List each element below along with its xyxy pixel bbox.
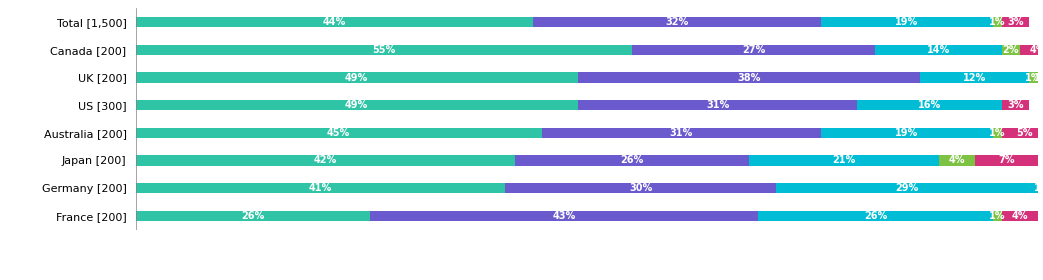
Bar [136,211,370,221]
Bar [136,45,632,55]
Text: 44%: 44% [322,17,345,27]
Text: 1%: 1% [1034,183,1043,193]
Text: 27%: 27% [742,45,766,55]
Text: 26%: 26% [864,211,887,221]
Text: 29%: 29% [895,183,919,193]
Bar [1028,72,1038,83]
Text: 32%: 32% [665,17,688,27]
Bar [136,100,578,110]
Bar [821,17,993,27]
Text: 1%: 1% [989,17,1005,27]
Text: 1%: 1% [1025,73,1042,83]
Text: 30%: 30% [629,183,653,193]
Text: 1%: 1% [1034,73,1043,83]
Bar [758,211,993,221]
Text: 45%: 45% [326,128,350,138]
Bar [541,128,821,138]
Text: 4%: 4% [1012,211,1028,221]
Text: 49%: 49% [345,73,368,83]
Text: 4%: 4% [948,155,965,165]
Text: 4%: 4% [1029,45,1043,55]
Text: 1%: 1% [989,211,1005,221]
Bar [136,72,578,83]
Text: 43%: 43% [553,211,576,221]
Bar [1038,72,1043,83]
Bar [993,211,1001,221]
Bar [1001,17,1028,27]
Text: 55%: 55% [372,45,395,55]
Text: 5%: 5% [1016,128,1033,138]
Text: 3%: 3% [1006,17,1023,27]
Bar [974,155,1038,166]
Bar [1020,45,1043,55]
Bar [1001,100,1028,110]
Text: 21%: 21% [832,155,855,165]
Text: 41%: 41% [309,183,332,193]
Text: 19%: 19% [895,17,919,27]
Text: 2%: 2% [1002,45,1019,55]
Text: 38%: 38% [737,73,760,83]
Bar [136,183,506,193]
Bar [578,72,921,83]
Text: 26%: 26% [241,211,265,221]
Bar [875,45,1001,55]
Text: 31%: 31% [706,100,729,110]
Bar [857,100,1001,110]
Text: 42%: 42% [314,155,337,165]
Bar [921,72,1028,83]
Bar [993,17,1001,27]
Bar [1001,128,1043,138]
Bar [136,17,533,27]
Text: 49%: 49% [345,100,368,110]
Text: 7%: 7% [998,155,1015,165]
Text: 14%: 14% [927,45,950,55]
Text: 16%: 16% [918,100,941,110]
Bar [533,17,821,27]
Bar [939,155,974,166]
Bar [749,155,939,166]
Bar [136,155,514,166]
Bar [578,100,857,110]
Text: 1%: 1% [989,128,1005,138]
Bar [1001,45,1020,55]
Bar [1038,183,1043,193]
Text: 12%: 12% [963,73,987,83]
Text: 31%: 31% [670,128,693,138]
Bar [370,211,758,221]
Bar [632,45,875,55]
Bar [1001,211,1038,221]
Bar [514,155,749,166]
Bar [993,128,1001,138]
Bar [776,183,1038,193]
Bar [506,183,776,193]
Text: 19%: 19% [895,128,919,138]
Text: 26%: 26% [621,155,644,165]
Bar [821,128,993,138]
Text: 3%: 3% [1006,100,1023,110]
Bar [136,128,541,138]
